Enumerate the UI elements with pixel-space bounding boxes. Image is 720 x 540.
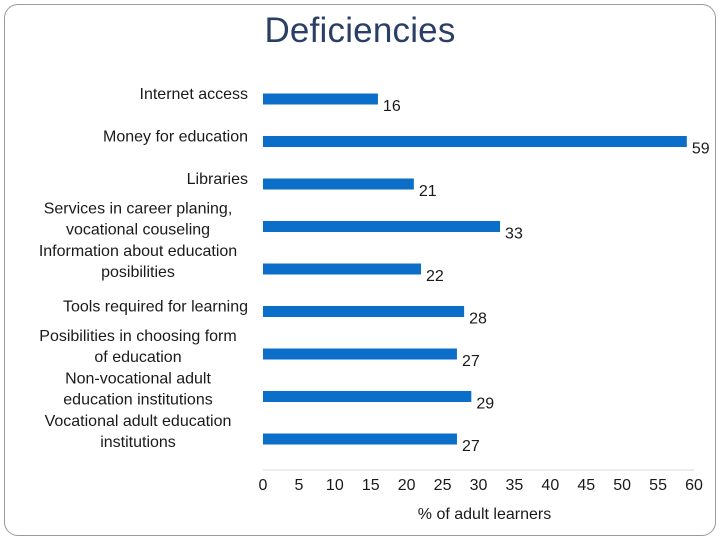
bar-3 xyxy=(263,179,414,190)
bar-9 xyxy=(263,434,457,445)
category-label-5-line-2: posibilities xyxy=(101,264,175,281)
category-label-7-line-1: Posibilities in choosing form xyxy=(39,328,236,345)
x-axis-title: % of adult learners xyxy=(418,506,551,523)
x-tick-label-20: 20 xyxy=(398,477,416,494)
x-tick-label-10: 10 xyxy=(326,477,344,494)
category-label-6: Tools required for learning xyxy=(63,299,248,316)
category-label-8-line-1: Non-vocational adult xyxy=(65,371,211,388)
category-label-4-line-2: vocational couseling xyxy=(66,222,210,239)
data-label-1: 16 xyxy=(383,98,401,115)
x-tick-label-60: 60 xyxy=(685,477,703,494)
bar-8 xyxy=(263,391,471,402)
data-label-8: 29 xyxy=(476,396,494,413)
bar-6 xyxy=(263,306,464,317)
category-label-2: Money for education xyxy=(103,129,248,146)
x-tick-label-50: 50 xyxy=(613,477,631,494)
data-label-3: 21 xyxy=(419,183,437,200)
data-label-9: 27 xyxy=(462,438,480,455)
bar-4 xyxy=(263,221,500,232)
bar-2 xyxy=(263,136,687,147)
x-tick-label-15: 15 xyxy=(362,477,380,494)
x-tick-label-40: 40 xyxy=(541,477,559,494)
category-label-9-line-2: institutions xyxy=(100,434,176,451)
category-label-3: Libraries xyxy=(187,171,248,188)
x-tick-label-25: 25 xyxy=(434,477,452,494)
category-label-8-line-2: education institutions xyxy=(63,392,212,409)
data-label-7: 27 xyxy=(462,353,480,370)
x-tick-label-0: 0 xyxy=(259,477,268,494)
category-label-7-line-2: of education xyxy=(94,349,181,366)
x-tick-label-55: 55 xyxy=(649,477,667,494)
category-label-9-line-1: Vocational adult education xyxy=(45,413,232,430)
data-label-5: 22 xyxy=(426,268,444,285)
data-label-2: 59 xyxy=(692,141,710,158)
x-tick-label-35: 35 xyxy=(506,477,524,494)
bar-7 xyxy=(263,349,457,360)
bar-5 xyxy=(263,264,421,275)
bar-1 xyxy=(263,94,378,105)
x-tick-label-5: 5 xyxy=(294,477,303,494)
x-tick-label-30: 30 xyxy=(470,477,488,494)
category-label-4-line-1: Services in career planing, xyxy=(44,201,233,218)
category-label-1: Internet access xyxy=(140,86,249,103)
data-label-6: 28 xyxy=(469,311,487,328)
category-label-5-line-1: Information about education xyxy=(39,243,237,260)
data-label-4: 33 xyxy=(505,226,523,243)
x-tick-label-45: 45 xyxy=(577,477,595,494)
